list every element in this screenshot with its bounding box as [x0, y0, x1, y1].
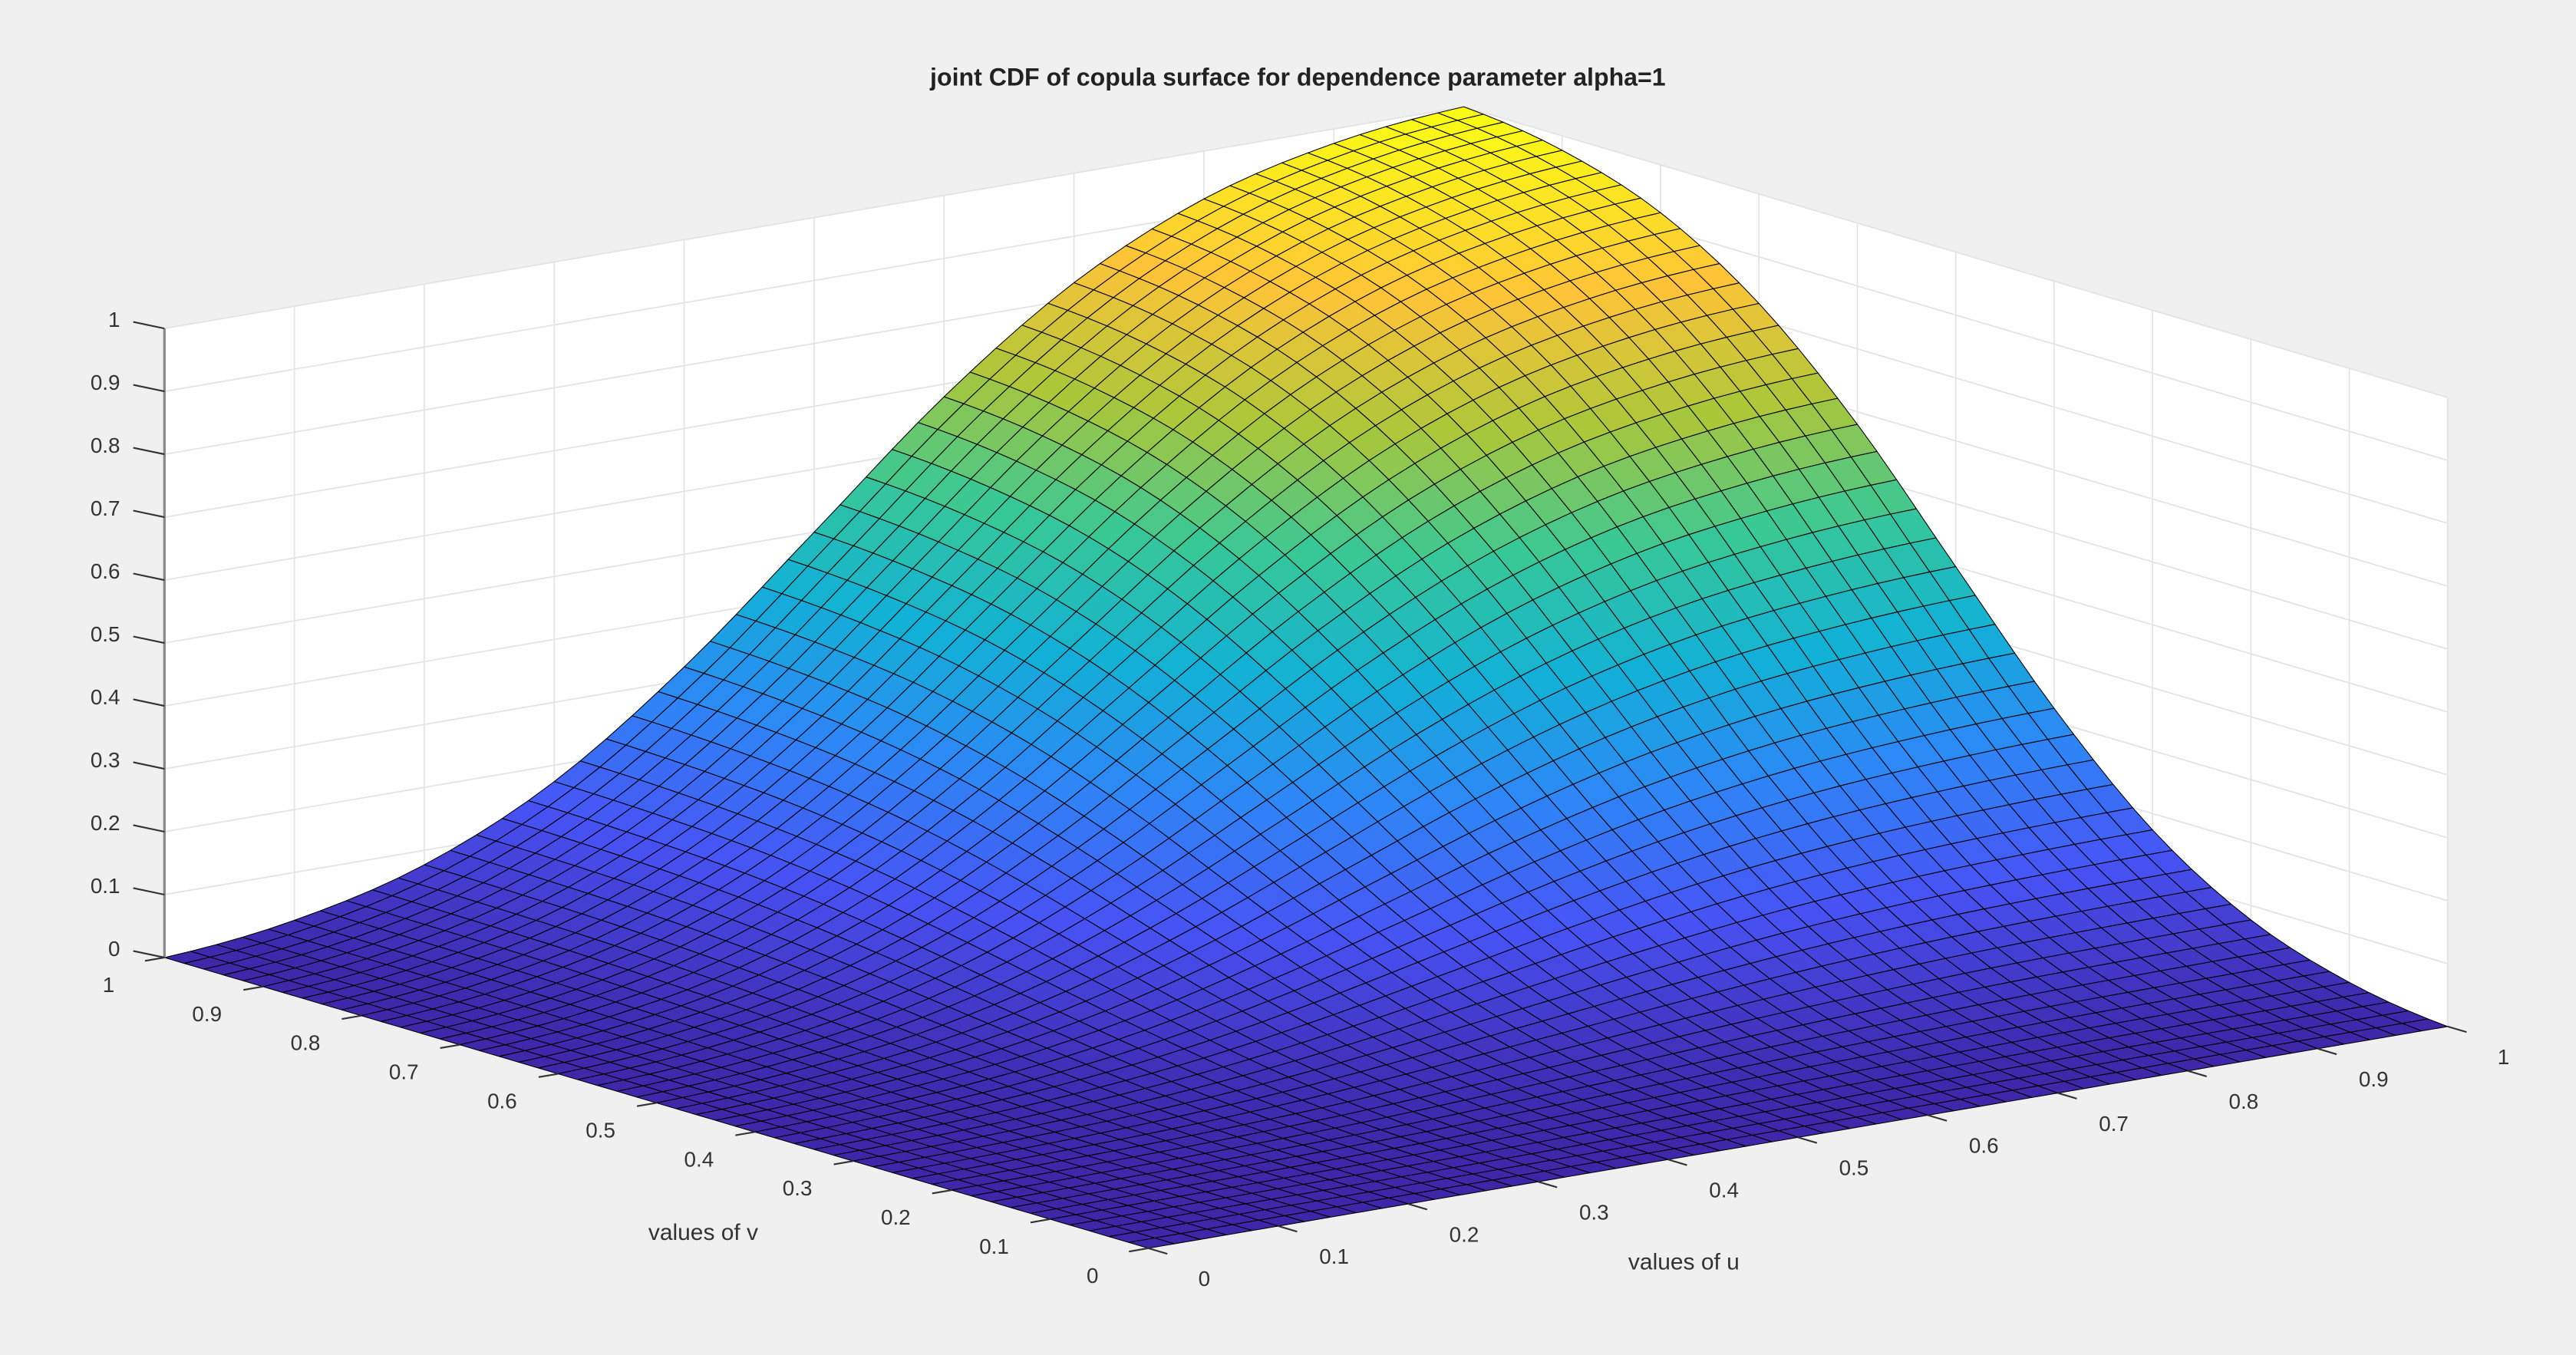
- u-tick: [1407, 1203, 1428, 1211]
- v-tick-label: 0.7: [389, 1060, 419, 1084]
- z-tick: [133, 509, 165, 519]
- z-tick-label: 0.2: [91, 811, 120, 835]
- v-tick-label: 0.4: [684, 1147, 714, 1171]
- v-tick: [636, 1102, 657, 1107]
- z-tick-label: 0.1: [91, 874, 120, 898]
- surface-patch: [1128, 1237, 1175, 1249]
- u-tick: [2317, 1047, 2337, 1056]
- surface-mesh: [163, 106, 2449, 1249]
- z-tick: [133, 384, 165, 393]
- u-tick: [2187, 1070, 2208, 1077]
- v-tick: [341, 1014, 361, 1020]
- v-tick-label: 0.1: [979, 1235, 1009, 1258]
- v-tick: [735, 1131, 755, 1136]
- z-tick-label: 0.8: [91, 434, 120, 457]
- v-tick: [243, 985, 263, 991]
- v-tick: [144, 956, 165, 962]
- z-tick: [133, 698, 165, 707]
- z-tick-label: 0.7: [91, 496, 120, 520]
- v-tick-label: 1: [103, 973, 114, 997]
- v-tick: [932, 1189, 952, 1195]
- u-tick-label: 0.1: [1319, 1245, 1349, 1268]
- v-tick-label: 0.2: [881, 1205, 911, 1229]
- v-tick: [1030, 1218, 1051, 1224]
- z-tick-label: 0.4: [91, 685, 120, 709]
- z-tick: [133, 824, 165, 833]
- u-tick: [2447, 1025, 2467, 1034]
- y-axis-label: values of v: [648, 1220, 758, 1245]
- z-tick: [133, 447, 165, 456]
- v-tick-label: 0.9: [192, 1002, 222, 1026]
- u-tick-label: 0: [1199, 1267, 1210, 1291]
- u-tick: [1928, 1114, 1948, 1122]
- z-tick: [133, 321, 165, 330]
- u-tick-label: 0.6: [1969, 1134, 1999, 1158]
- axes-ticks: 0 0.1 0.2 0.3 0.4 0.5 0.6 0.7 0.8 0.9 1 0 0.1 0.2 0.3 0…: [91, 308, 2509, 1291]
- u-tick-label: 0.5: [1839, 1156, 1869, 1180]
- u-tick: [1148, 1247, 1168, 1255]
- v-tick-label: 0.5: [585, 1118, 615, 1142]
- u-tick-label: 0.7: [2099, 1112, 2129, 1136]
- z-tick: [133, 887, 165, 896]
- u-tick: [1538, 1181, 1558, 1189]
- v-tick: [538, 1073, 559, 1078]
- z-tick-label: 0.6: [91, 559, 120, 583]
- u-tick: [1797, 1136, 1818, 1144]
- z-tick: [133, 572, 165, 582]
- chart-title: joint CDF of copula surface for dependen…: [929, 63, 1666, 91]
- u-tick-label: 0.8: [2229, 1090, 2259, 1113]
- z-tick-label: 0: [108, 937, 120, 961]
- z-tick: [133, 761, 165, 770]
- z-tick-label: 0.9: [91, 371, 120, 394]
- x-axis-label: values of u: [1628, 1250, 1740, 1275]
- v-tick-label: 0.6: [487, 1089, 517, 1113]
- z-tick: [133, 635, 165, 645]
- u-tick-label: 0.9: [2359, 1067, 2389, 1091]
- u-tick-label: 0.3: [1579, 1200, 1609, 1224]
- v-tick: [1129, 1247, 1149, 1253]
- u-tick: [2057, 1092, 2077, 1099]
- v-tick-label: 0: [1087, 1264, 1098, 1287]
- v-tick-label: 0.3: [783, 1176, 813, 1200]
- u-tick-label: 0.2: [1450, 1222, 1479, 1246]
- u-tick: [1278, 1225, 1298, 1233]
- u-tick-label: 1: [2498, 1045, 2509, 1069]
- z-tick-label: 1: [108, 308, 120, 331]
- v-tick: [440, 1043, 460, 1050]
- z-tick: [133, 950, 165, 959]
- u-tick-label: 0.4: [1709, 1179, 1739, 1202]
- z-tick-label: 0.3: [91, 748, 120, 772]
- v-tick: [833, 1160, 854, 1165]
- u-tick: [1667, 1159, 1687, 1166]
- v-tick-label: 0.8: [291, 1031, 321, 1055]
- z-tick-label: 0.5: [91, 622, 120, 646]
